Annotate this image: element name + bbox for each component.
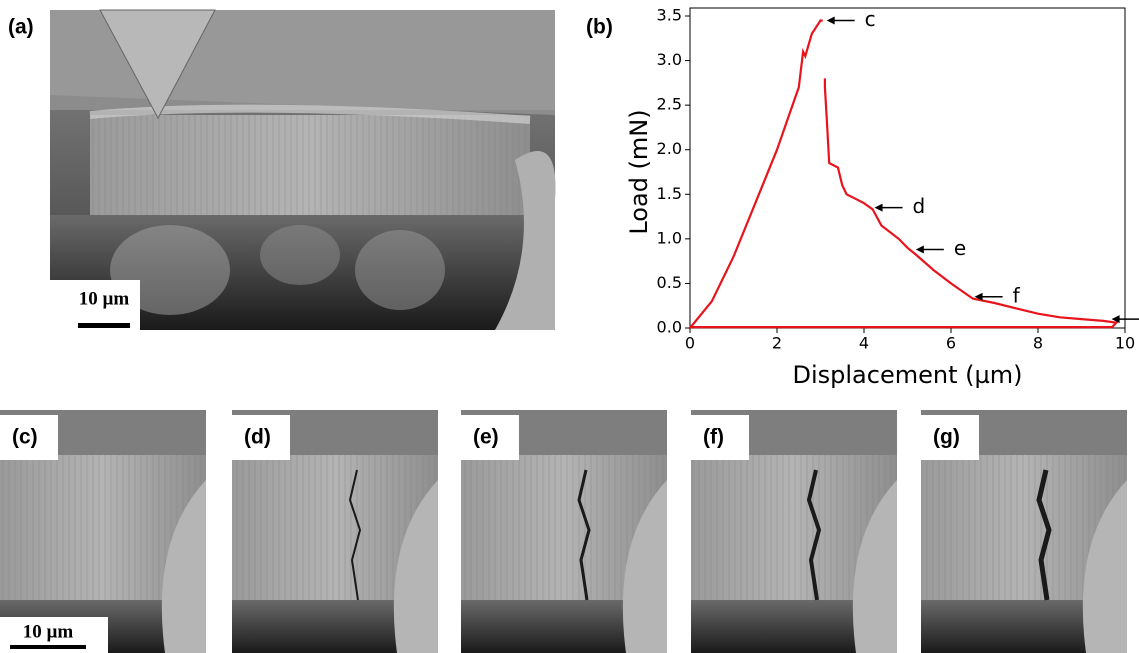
panel-label: (c)	[12, 426, 38, 449]
annotation-label: d	[913, 194, 926, 218]
panel-label: (g)	[933, 426, 960, 449]
plot-frame	[690, 8, 1125, 328]
x-tick-label: 2	[772, 334, 782, 353]
panel-label: (f)	[703, 426, 724, 449]
x-tick-label: 6	[946, 334, 956, 353]
x-axis-label: Displacement (µm)	[793, 361, 1023, 389]
scale-bar-label: 10 µm	[23, 621, 74, 642]
y-axis-label: Load (mN)	[625, 109, 653, 234]
panel-label: (a)	[8, 16, 34, 39]
arrow-head	[827, 16, 835, 24]
y-tick-label: 0.5	[657, 273, 682, 292]
panel-label: (d)	[244, 426, 271, 449]
y-tick-label: 1.5	[657, 184, 682, 203]
sem-image: (c) 10 µm	[0, 410, 206, 653]
panel-label: (e)	[473, 426, 499, 449]
load-curve	[690, 21, 1116, 329]
y-tick-label: 0.0	[657, 318, 682, 337]
sem-image: (g)	[921, 410, 1127, 653]
scale-bar-label: 10 µm	[79, 288, 130, 309]
annotation-label: f	[1013, 283, 1021, 307]
sem-image: (f)	[691, 410, 897, 653]
x-tick-label: 8	[1033, 334, 1043, 353]
x-tick-label: 0	[685, 334, 695, 353]
arrow-head	[875, 204, 883, 212]
y-tick-label: 2.0	[657, 139, 682, 158]
x-tick-label: 4	[859, 334, 869, 353]
panel-label: (b)	[586, 16, 613, 39]
arrow-head	[916, 246, 924, 254]
sem-image-row: (c) 10 µm (d) (e) (f) (g)	[0, 410, 1127, 653]
scale-bar	[10, 645, 86, 649]
y-tick-label: 3.0	[657, 50, 682, 69]
y-tick-label: 2.5	[657, 95, 682, 114]
y-tick-label: 1.0	[657, 228, 682, 247]
sem-image: (d)	[232, 410, 438, 653]
sem-image-a: 10 µm	[50, 10, 556, 330]
sem-image: (e)	[461, 410, 667, 653]
annotation-label: c	[865, 7, 876, 31]
x-tick-label: 10	[1115, 334, 1135, 353]
y-tick-label: 3.5	[657, 6, 682, 25]
figure: 10 µm (a) (b) (c) 10 µm (d) (e) (f) (g) 0.0 0.…	[0, 0, 1139, 653]
annotation-label: e	[954, 236, 966, 260]
